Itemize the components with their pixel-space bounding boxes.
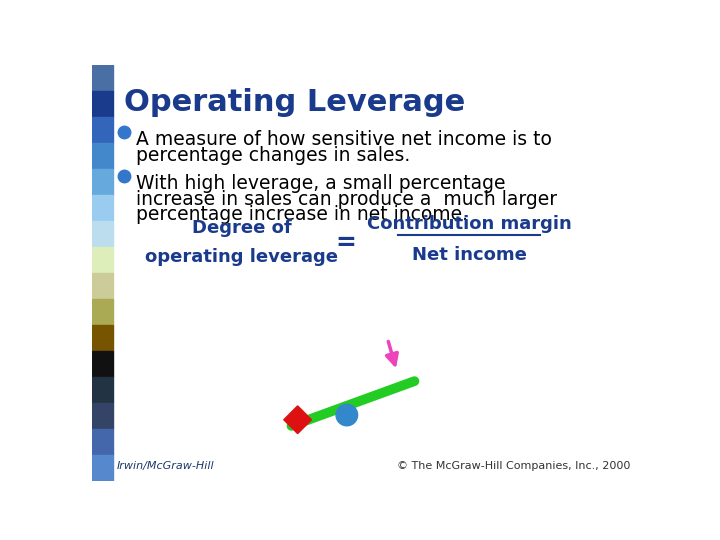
Bar <box>92 325 113 350</box>
Polygon shape <box>284 406 312 434</box>
Text: operating leverage: operating leverage <box>145 248 338 266</box>
Bar <box>92 455 113 481</box>
Bar <box>92 168 113 195</box>
Text: percentage changes in sales.: percentage changes in sales. <box>137 146 410 165</box>
Text: © The McGraw-Hill Companies, Inc., 2000: © The McGraw-Hill Companies, Inc., 2000 <box>397 461 631 471</box>
Bar <box>92 377 113 403</box>
Text: percentage increase in net income.: percentage increase in net income. <box>137 205 469 224</box>
Text: =: = <box>336 231 356 255</box>
Text: increase in sales can produce a  much larger: increase in sales can produce a much lar… <box>137 190 557 208</box>
Text: Contribution margin: Contribution margin <box>366 215 572 233</box>
Bar <box>92 429 113 455</box>
Text: Degree of: Degree of <box>192 219 292 237</box>
Circle shape <box>336 404 358 426</box>
Bar <box>92 247 113 273</box>
Bar <box>92 65 113 91</box>
Bar <box>92 143 113 168</box>
Text: With high leverage, a small percentage: With high leverage, a small percentage <box>137 174 506 193</box>
Text: Net income: Net income <box>412 246 526 264</box>
Bar <box>92 403 113 429</box>
Bar <box>92 221 113 247</box>
Text: A measure of how sensitive net income is to: A measure of how sensitive net income is… <box>137 130 552 149</box>
Bar <box>92 299 113 325</box>
Bar <box>92 117 113 143</box>
Bar <box>92 350 113 377</box>
Text: Irwin/McGraw-Hill: Irwin/McGraw-Hill <box>117 461 214 471</box>
Bar <box>92 273 113 299</box>
Bar <box>92 195 113 221</box>
Text: Operating Leverage: Operating Leverage <box>124 88 465 117</box>
Bar <box>92 91 113 117</box>
